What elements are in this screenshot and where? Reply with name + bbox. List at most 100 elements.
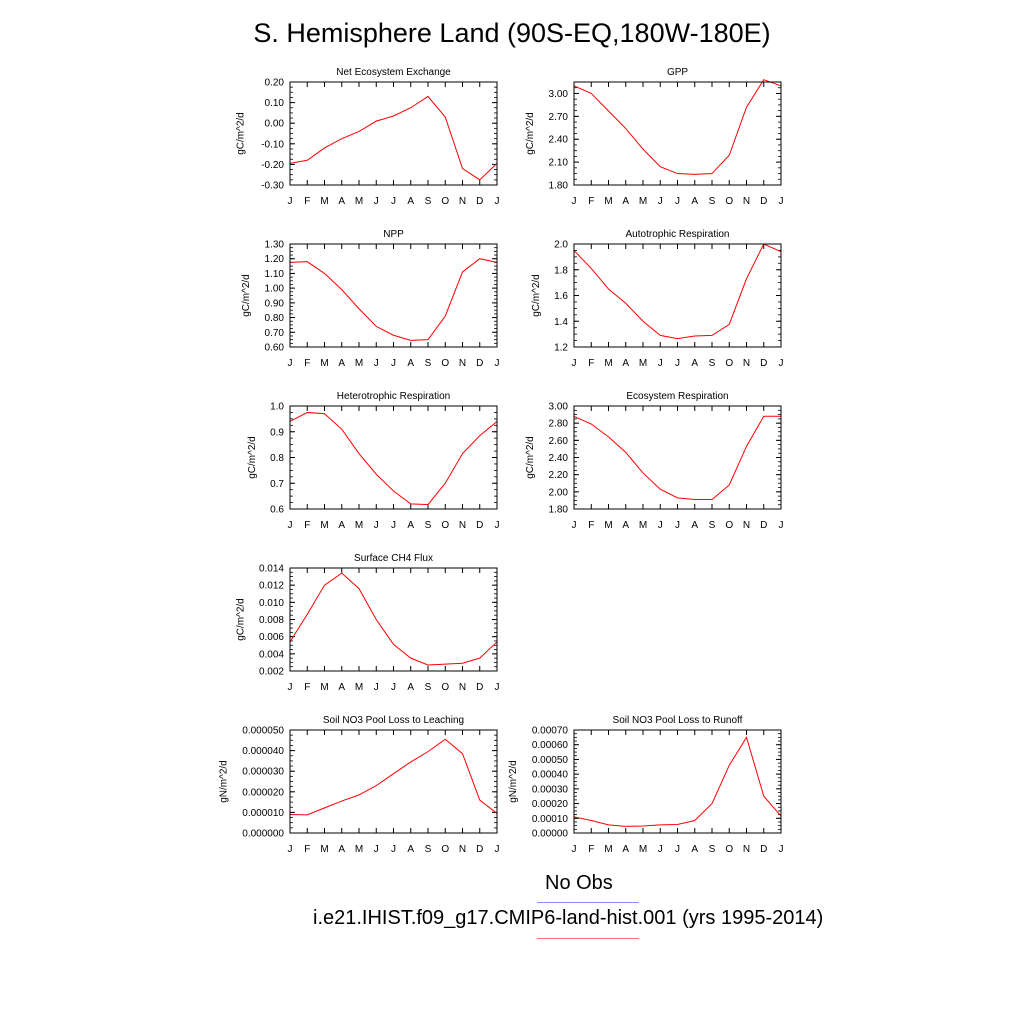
y-tick-label: -0.20 bbox=[261, 160, 284, 171]
x-tick-label: A bbox=[407, 196, 414, 207]
y-axis-label: gC/m^2/d bbox=[241, 274, 252, 317]
y-tick-label: 0.90 bbox=[265, 298, 285, 309]
series-line bbox=[289, 258, 498, 341]
chart-title: Autotrophic Respiration bbox=[626, 229, 730, 240]
x-tick-label: J bbox=[374, 682, 379, 693]
y-tick-label: 1.0 bbox=[270, 402, 284, 413]
x-tick-label: A bbox=[407, 358, 414, 369]
x-tick-label: J bbox=[374, 844, 379, 855]
y-tick-label: 1.80 bbox=[549, 181, 569, 192]
chart-title: Soil NO3 Pool Loss to Runoff bbox=[613, 715, 743, 726]
x-tick-label: J bbox=[391, 682, 396, 693]
x-tick-label: J bbox=[288, 682, 293, 693]
x-tick-label: A bbox=[691, 196, 698, 207]
x-tick-label: J bbox=[391, 520, 396, 531]
x-tick-label: J bbox=[374, 196, 379, 207]
y-tick-label: 0.00 bbox=[265, 119, 285, 130]
x-tick-label: S bbox=[709, 520, 716, 531]
y-tick-label: 3.00 bbox=[549, 89, 569, 100]
x-tick-label: A bbox=[622, 358, 629, 369]
x-tick-label: M bbox=[320, 358, 328, 369]
y-tick-label: 0.012 bbox=[259, 581, 284, 592]
x-tick-label: J bbox=[495, 844, 500, 855]
y-tick-label: 1.8 bbox=[554, 265, 568, 276]
x-tick-label: A bbox=[338, 682, 345, 693]
x-tick-label: O bbox=[725, 196, 733, 207]
y-tick-label: 2.70 bbox=[549, 112, 569, 123]
y-tick-label: 1.30 bbox=[265, 240, 285, 251]
y-tick-label: 0.20 bbox=[265, 78, 285, 89]
x-tick-label: J bbox=[675, 196, 680, 207]
x-tick-label: J bbox=[675, 520, 680, 531]
y-tick-label: 1.10 bbox=[265, 269, 285, 280]
y-axis-label: gC/m^2/d bbox=[525, 436, 536, 479]
x-tick-label: S bbox=[425, 682, 432, 693]
x-tick-label: F bbox=[588, 844, 594, 855]
series-line bbox=[573, 415, 781, 501]
x-tick-label: J bbox=[572, 358, 577, 369]
y-tick-label: 2.40 bbox=[549, 135, 569, 146]
y-axis-label: gN/m^2/d bbox=[508, 760, 519, 803]
y-tick-label: 0.000040 bbox=[242, 746, 284, 757]
y-tick-label: 0.10 bbox=[265, 98, 285, 109]
y-tick-label: 2.0 bbox=[554, 240, 568, 251]
x-tick-label: N bbox=[743, 520, 750, 531]
series-line bbox=[573, 243, 782, 340]
y-tick-label: 2.20 bbox=[549, 470, 569, 481]
x-tick-label: M bbox=[320, 682, 328, 693]
x-tick-label: J bbox=[374, 520, 379, 531]
x-tick-label: M bbox=[639, 196, 647, 207]
y-tick-label: 0.7 bbox=[270, 479, 284, 490]
y-tick-label: 0.000000 bbox=[242, 829, 284, 840]
x-tick-label: M bbox=[355, 844, 363, 855]
y-tick-label: 2.40 bbox=[549, 453, 569, 464]
legend-model-label: i.e21.IHIST.f09_g17.CMIP6-land-hist.001 … bbox=[313, 907, 824, 929]
y-tick-label: 3.00 bbox=[549, 402, 569, 413]
x-tick-label: S bbox=[425, 358, 432, 369]
x-tick-label: O bbox=[441, 358, 449, 369]
x-tick-label: A bbox=[338, 844, 345, 855]
x-tick-label: J bbox=[675, 358, 680, 369]
x-tick-label: D bbox=[760, 358, 767, 369]
x-tick-label: A bbox=[691, 358, 698, 369]
y-tick-label: 0.000020 bbox=[242, 787, 284, 798]
x-tick-label: S bbox=[425, 844, 432, 855]
x-tick-label: M bbox=[604, 844, 612, 855]
chart-title: Ecosystem Respiration bbox=[626, 391, 728, 402]
y-tick-label: 0.00050 bbox=[532, 755, 569, 766]
x-tick-label: M bbox=[639, 358, 647, 369]
x-tick-label: M bbox=[355, 520, 363, 531]
x-tick-label: O bbox=[725, 520, 733, 531]
x-tick-label: S bbox=[425, 520, 432, 531]
chart-title: Net Ecosystem Exchange bbox=[336, 67, 451, 78]
plot-frame bbox=[289, 567, 498, 672]
y-tick-label: 1.4 bbox=[554, 317, 568, 328]
series-line bbox=[289, 411, 498, 506]
x-tick-label: J bbox=[288, 844, 293, 855]
chart-title: GPP bbox=[667, 67, 688, 78]
x-tick-label: D bbox=[476, 682, 483, 693]
x-tick-label: F bbox=[304, 520, 310, 531]
x-tick-label: A bbox=[407, 682, 414, 693]
plot-frame bbox=[573, 405, 782, 510]
x-tick-label: F bbox=[304, 358, 310, 369]
x-tick-label: J bbox=[779, 358, 784, 369]
x-tick-label: F bbox=[588, 520, 594, 531]
x-tick-label: A bbox=[691, 520, 698, 531]
x-tick-label: M bbox=[320, 196, 328, 207]
chart-title: NPP bbox=[383, 229, 404, 240]
x-tick-label: M bbox=[604, 520, 612, 531]
y-tick-label: 2.60 bbox=[549, 436, 569, 447]
x-tick-label: N bbox=[459, 358, 466, 369]
x-tick-label: M bbox=[355, 682, 363, 693]
chart-title: Soil NO3 Pool Loss to Leaching bbox=[323, 715, 464, 726]
y-tick-label: -0.10 bbox=[261, 139, 284, 150]
x-tick-label: F bbox=[304, 196, 310, 207]
x-tick-label: A bbox=[338, 196, 345, 207]
plot-frame bbox=[573, 243, 782, 348]
x-tick-label: F bbox=[588, 196, 594, 207]
y-axis-label: gC/m^2/d bbox=[236, 598, 247, 641]
x-tick-label: J bbox=[495, 682, 500, 693]
plot-frame bbox=[573, 729, 782, 834]
x-tick-label: N bbox=[459, 844, 466, 855]
